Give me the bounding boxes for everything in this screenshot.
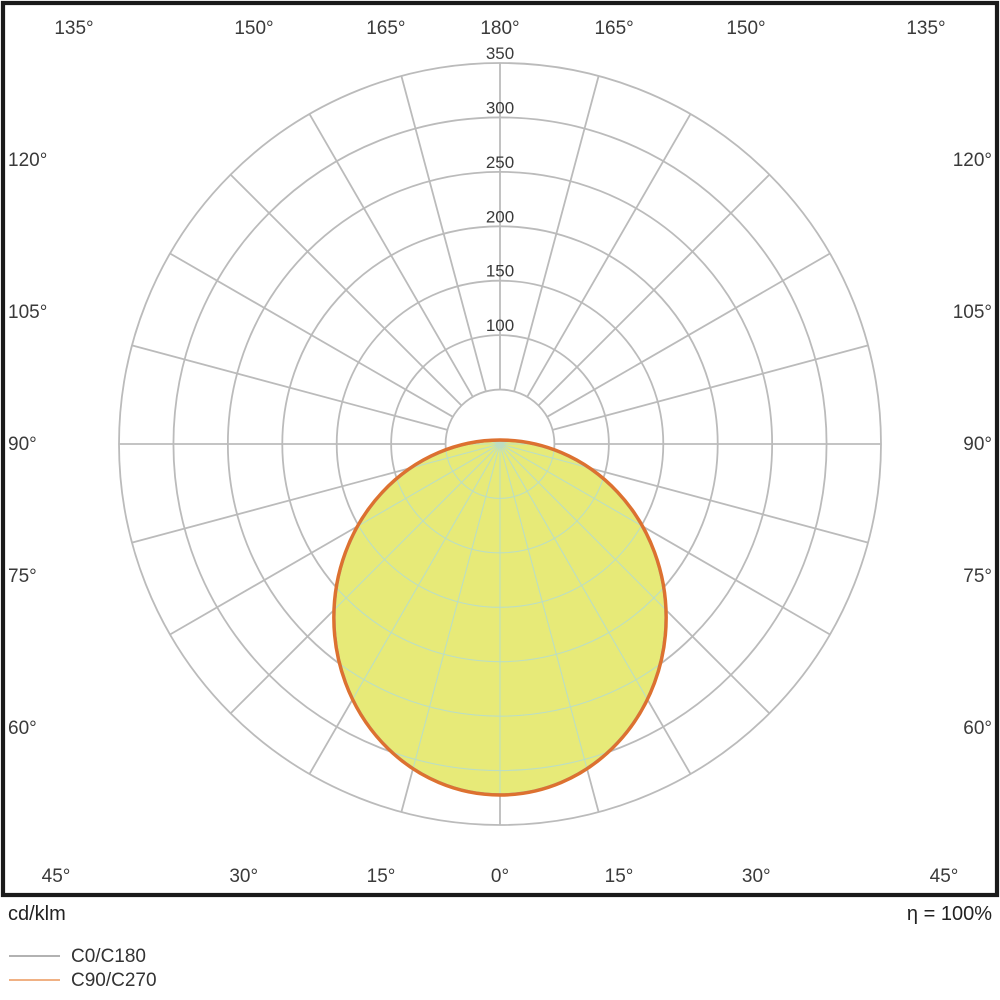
svg-text:45°: 45° <box>42 866 71 887</box>
svg-text:150°: 150° <box>234 18 273 39</box>
svg-text:200: 200 <box>486 207 514 226</box>
svg-text:60°: 60° <box>963 718 992 739</box>
svg-text:75°: 75° <box>8 566 37 587</box>
svg-text:150: 150 <box>486 262 514 281</box>
svg-text:75°: 75° <box>963 566 992 587</box>
svg-text:0°: 0° <box>491 866 509 887</box>
svg-text:90°: 90° <box>8 434 37 455</box>
svg-text:250: 250 <box>486 153 514 172</box>
svg-text:165°: 165° <box>594 18 633 39</box>
svg-text:C0/C180: C0/C180 <box>71 946 146 967</box>
svg-text:135°: 135° <box>54 18 93 39</box>
svg-text:120°: 120° <box>953 150 992 171</box>
svg-text:105°: 105° <box>8 302 47 323</box>
svg-text:15°: 15° <box>605 866 634 887</box>
svg-text:60°: 60° <box>8 718 37 739</box>
svg-text:165°: 165° <box>366 18 405 39</box>
svg-text:15°: 15° <box>367 866 396 887</box>
svg-text:120°: 120° <box>8 150 47 171</box>
svg-text:180°: 180° <box>480 18 519 39</box>
svg-text:η = 100%: η = 100% <box>907 903 992 925</box>
svg-text:150°: 150° <box>726 18 765 39</box>
svg-text:350: 350 <box>486 44 514 63</box>
svg-text:30°: 30° <box>742 866 771 887</box>
svg-text:105°: 105° <box>953 302 992 323</box>
svg-text:cd/klm: cd/klm <box>8 903 66 925</box>
svg-text:300: 300 <box>486 98 514 117</box>
svg-text:100: 100 <box>486 316 514 335</box>
svg-text:135°: 135° <box>906 18 945 39</box>
svg-text:90°: 90° <box>963 434 992 455</box>
svg-text:30°: 30° <box>229 866 258 887</box>
svg-text:C90/C270: C90/C270 <box>71 970 157 991</box>
svg-text:45°: 45° <box>930 866 959 887</box>
